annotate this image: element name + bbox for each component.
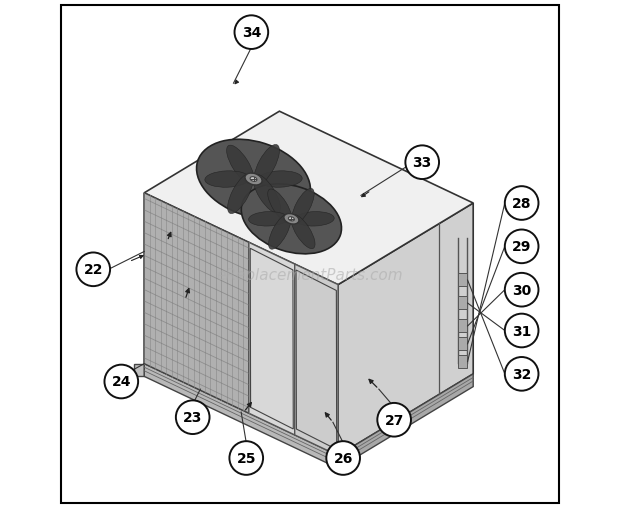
Text: 28: 28 (512, 196, 531, 211)
Ellipse shape (258, 172, 302, 188)
Ellipse shape (197, 140, 311, 219)
Text: 25: 25 (236, 451, 256, 465)
Ellipse shape (227, 146, 254, 185)
Polygon shape (144, 364, 338, 468)
Text: 23: 23 (183, 410, 202, 425)
Polygon shape (294, 265, 338, 456)
Ellipse shape (245, 174, 262, 186)
Ellipse shape (292, 189, 314, 224)
Circle shape (76, 253, 110, 287)
Bar (458, 355, 467, 368)
Ellipse shape (228, 174, 253, 214)
Ellipse shape (241, 184, 342, 254)
Circle shape (505, 273, 539, 307)
Circle shape (234, 16, 268, 50)
Text: 32: 32 (512, 367, 531, 381)
Circle shape (505, 314, 539, 348)
Text: 22: 22 (84, 263, 103, 277)
Circle shape (326, 441, 360, 475)
Circle shape (105, 365, 138, 399)
Text: 24: 24 (112, 375, 131, 389)
Polygon shape (144, 193, 249, 413)
Polygon shape (338, 204, 473, 456)
Text: 27: 27 (384, 413, 404, 427)
Text: 30: 30 (512, 283, 531, 297)
Ellipse shape (254, 145, 280, 185)
Ellipse shape (268, 190, 292, 223)
Ellipse shape (295, 212, 334, 227)
Circle shape (505, 187, 539, 220)
Bar (458, 297, 467, 309)
Bar (458, 274, 467, 287)
Polygon shape (249, 243, 294, 435)
Ellipse shape (284, 214, 299, 224)
Circle shape (405, 146, 439, 180)
Polygon shape (338, 374, 473, 468)
Polygon shape (134, 364, 144, 377)
Text: 33: 33 (412, 156, 432, 170)
Text: 31: 31 (512, 324, 531, 338)
Circle shape (378, 403, 411, 437)
Circle shape (505, 230, 539, 264)
Bar (458, 320, 467, 332)
Ellipse shape (268, 214, 291, 250)
Text: eReplacementParts.com: eReplacementParts.com (216, 267, 404, 282)
Polygon shape (144, 193, 338, 456)
Text: 29: 29 (512, 240, 531, 254)
Ellipse shape (288, 217, 294, 221)
Polygon shape (144, 112, 473, 285)
Text: 26: 26 (334, 451, 353, 465)
Ellipse shape (250, 177, 257, 182)
Ellipse shape (205, 172, 249, 188)
Ellipse shape (249, 212, 288, 227)
Circle shape (229, 441, 263, 475)
Ellipse shape (291, 215, 315, 249)
Circle shape (505, 357, 539, 391)
Ellipse shape (253, 175, 280, 213)
Circle shape (176, 401, 210, 434)
Bar (458, 337, 467, 350)
Text: 34: 34 (242, 26, 261, 40)
